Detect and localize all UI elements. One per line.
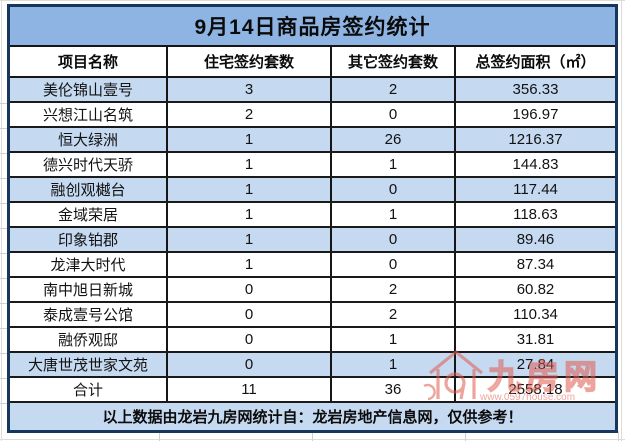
signing-statistics-table: 9月14日商品房签约统计 项目名称 住宅签约套数 其它签约套数 总签约面积（㎡）… (7, 4, 618, 433)
residential-count-cell: 1 (168, 128, 332, 151)
table-row: 美伦锦山壹号 3 2 356.33 (10, 78, 615, 103)
project-name-cell: 泰成壹号公馆 (10, 303, 168, 326)
footer-note: 以上数据由龙岩九房网统计自：龙岩房地产信息网，仅供参考！ (10, 403, 615, 430)
table-row: 金域荣居 1 1 118.63 (10, 203, 615, 228)
project-name-cell: 兴想江山名筑 (10, 103, 168, 126)
table-row: 龙津大时代 1 0 87.34 (10, 253, 615, 278)
other-count-cell: 0 (332, 228, 456, 251)
table-row: 融侨观邸 0 1 31.81 (10, 328, 615, 353)
table-row: 泰成壹号公馆 0 2 110.34 (10, 303, 615, 328)
area-cell: 1216.37 (508, 131, 563, 148)
project-name-cell: 大唐世茂世家文苑 (10, 353, 168, 376)
other-count-cell: 0 (332, 178, 456, 201)
table-row: 德兴时代天骄 1 1 144.83 (10, 153, 615, 178)
project-name-cell: 融侨观邸 (10, 328, 168, 351)
table-body: 美伦锦山壹号 3 2 356.33 兴想江山名筑 2 0 196.97 恒大绿洲 1 26 1216.… (10, 78, 615, 403)
other-count-cell: 1 (332, 353, 456, 376)
table-row: 兴想江山名筑 2 0 196.97 (10, 103, 615, 128)
project-name-cell: 德兴时代天骄 (10, 153, 168, 176)
residential-count-cell: 1 (168, 203, 332, 226)
other-count-cell: 1 (332, 153, 456, 176)
spreadsheet-gridline (0, 0, 625, 1)
other-count-cell: 2 (332, 303, 456, 326)
area-cell: 31.81 (516, 331, 555, 348)
table-row: 融创观樾台 1 0 117.44 (10, 178, 615, 203)
other-count-cell: 0 (332, 253, 456, 276)
residential-count-cell: 1 (168, 178, 332, 201)
table-title: 9月14日商品房签约统计 (10, 7, 615, 47)
area-cell: 60.82 (516, 281, 555, 298)
area-cell: 2558.18 (508, 381, 563, 398)
residential-count-cell: 2 (168, 103, 332, 126)
other-count-cell: 26 (332, 128, 456, 151)
spreadsheet-gridline (0, 79, 7, 405)
residential-count-cell: 11 (168, 378, 332, 401)
area-cell: 89.46 (516, 231, 555, 248)
area-cell: 117.44 (513, 181, 558, 198)
table-row: 大唐世茂世家文苑 0 1 27.84 (10, 353, 615, 378)
residential-count-cell: 0 (168, 278, 332, 301)
residential-count-cell: 0 (168, 303, 332, 326)
table-row: 印象铂郡 1 0 89.46 (10, 228, 615, 253)
spreadsheet-gridline (7, 431, 621, 441)
area-cell: 87.34 (516, 256, 555, 273)
other-count-cell: 2 (332, 278, 456, 301)
area-cell: 356.33 (512, 81, 559, 98)
other-count-cell: 1 (332, 203, 456, 226)
area-cell: 118.63 (513, 206, 558, 223)
project-name-cell: 美伦锦山壹号 (10, 78, 168, 101)
table-row: 南中旭日新城 0 2 60.82 (10, 278, 615, 303)
residential-count-cell: 3 (168, 78, 332, 101)
other-count-cell: 1 (332, 328, 456, 351)
project-name-cell: 融创观樾台 (10, 178, 168, 201)
area-cell: 144.83 (512, 156, 559, 173)
header-project-name: 项目名称 (10, 47, 168, 76)
project-name-cell: 南中旭日新城 (10, 278, 168, 301)
project-name-cell: 合计 (10, 378, 168, 401)
project-name-cell: 印象铂郡 (10, 228, 168, 251)
header-total-area: 总签约面积（㎡） (475, 54, 596, 71)
project-name-cell: 龙津大时代 (10, 253, 168, 276)
residential-count-cell: 1 (168, 153, 332, 176)
table-header-row: 项目名称 住宅签约套数 其它签约套数 总签约面积（㎡） (10, 47, 615, 78)
residential-count-cell: 0 (168, 328, 332, 351)
table-row: 恒大绿洲 1 26 1216.37 (10, 128, 615, 153)
area-cell: 196.97 (512, 106, 559, 123)
other-count-cell: 36 (332, 378, 456, 401)
other-count-cell: 0 (332, 103, 456, 126)
spreadsheet-gridline (621, 0, 622, 441)
project-name-cell: 恒大绿洲 (10, 128, 168, 151)
other-count-cell: 2 (332, 78, 456, 101)
total-row: 合计 11 36 2558.18 (10, 378, 615, 403)
header-other-count: 其它签约套数 (332, 47, 456, 76)
residential-count-cell: 1 (168, 228, 332, 251)
project-name-cell: 金域荣居 (10, 203, 168, 226)
area-cell: 27.84 (516, 356, 555, 373)
residential-count-cell: 1 (168, 253, 332, 276)
area-cell: 110.34 (513, 306, 558, 323)
residential-count-cell: 0 (168, 353, 332, 376)
header-residential-count: 住宅签约套数 (168, 47, 332, 76)
